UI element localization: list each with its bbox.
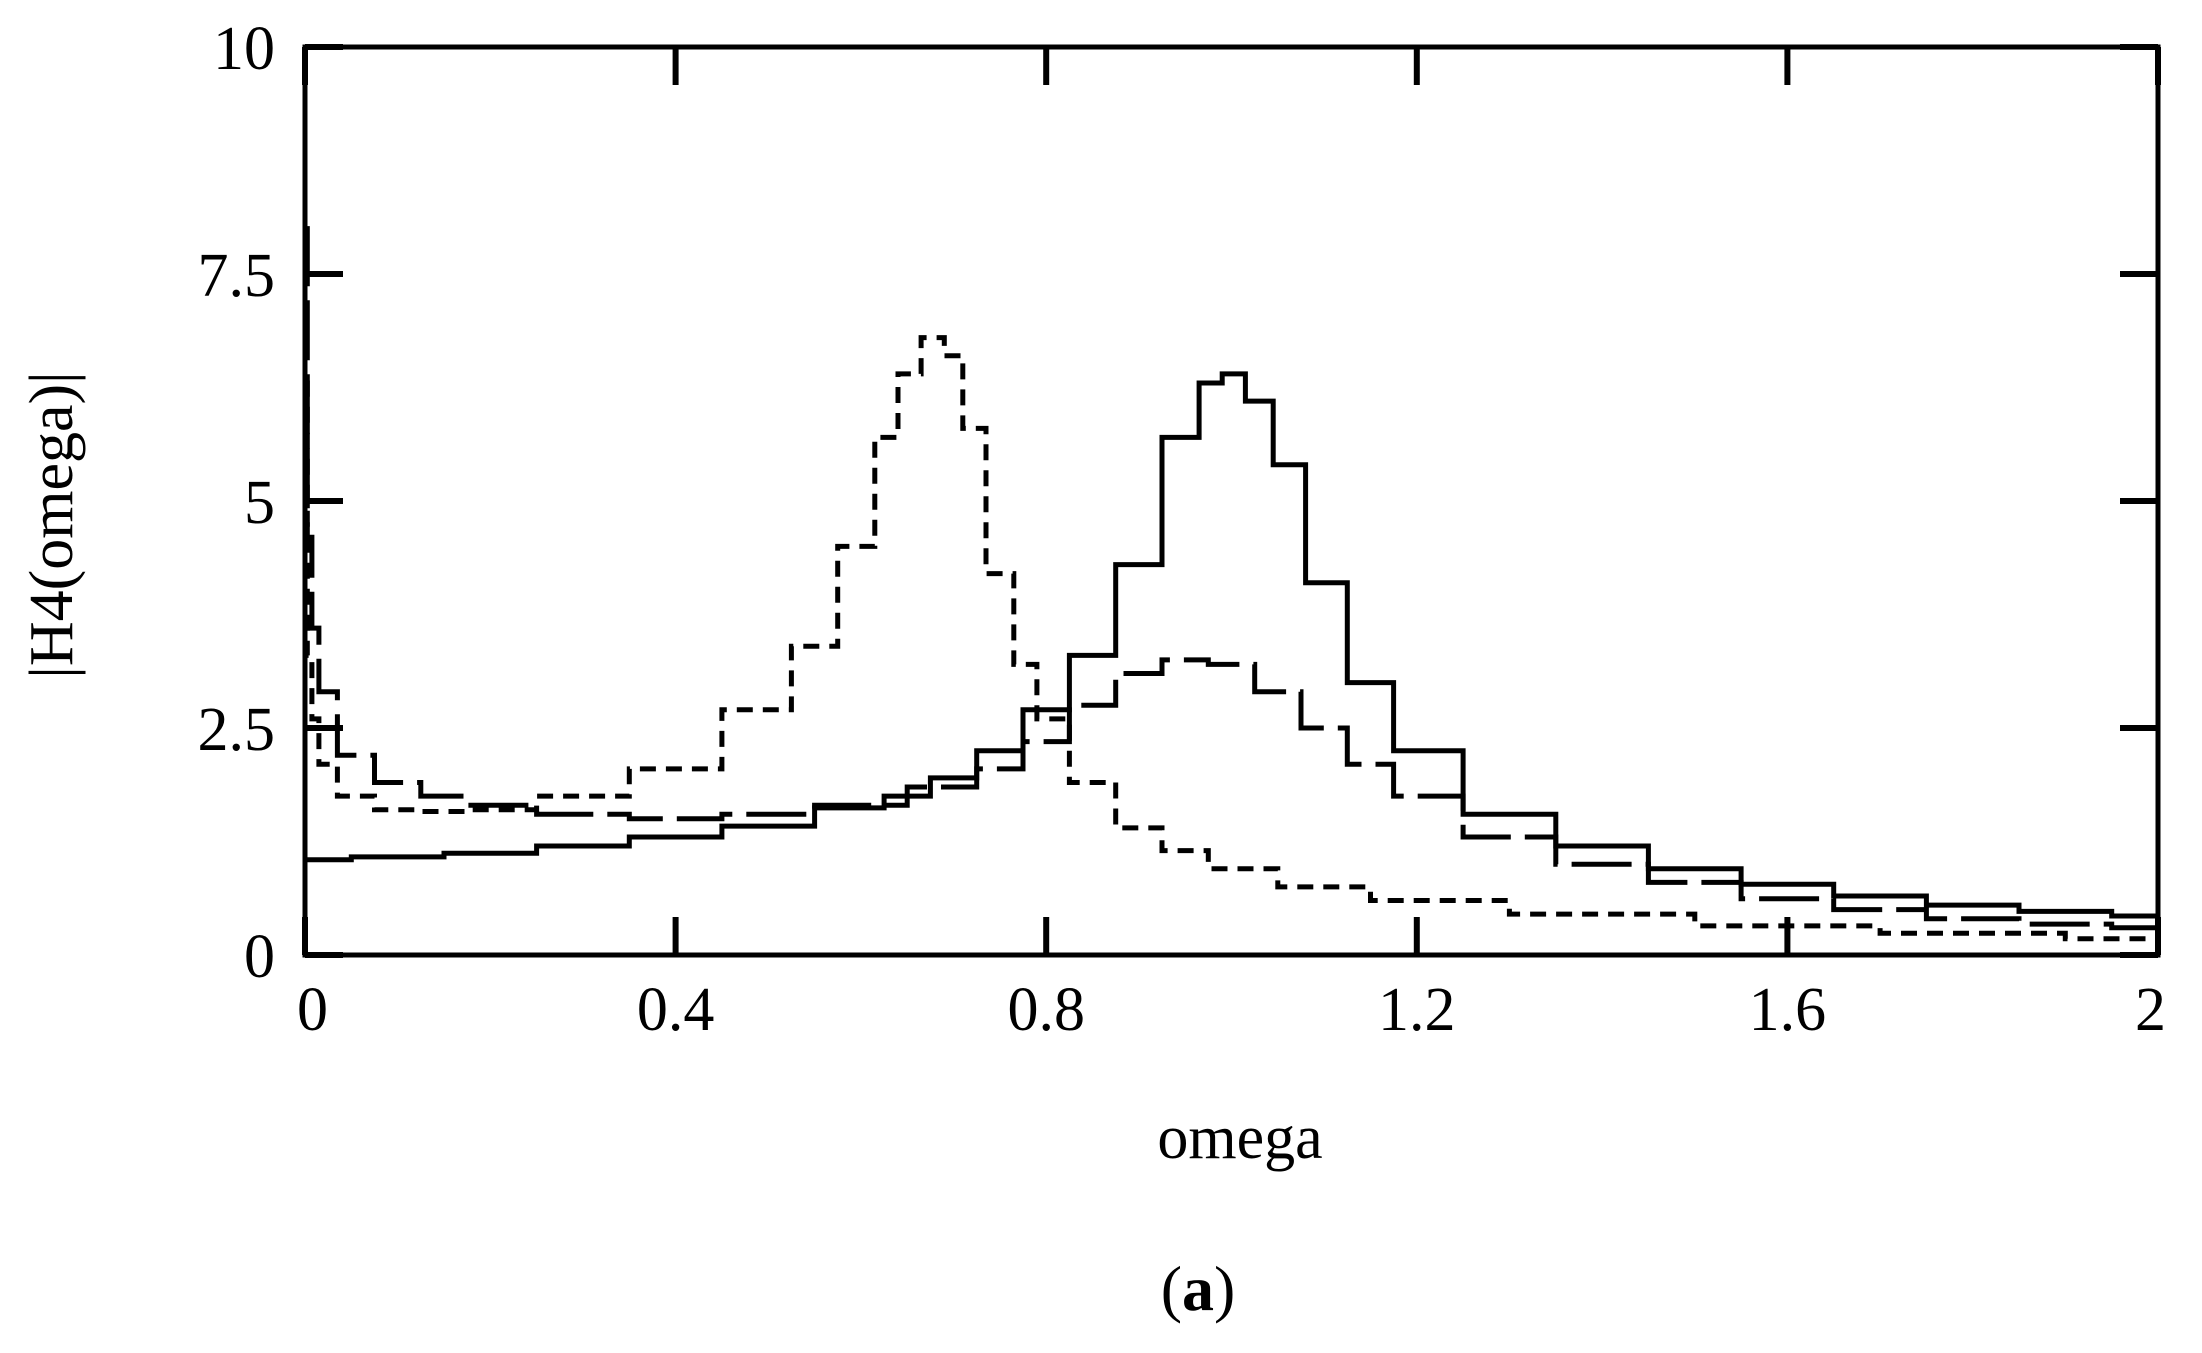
y-tick-label: 10: [213, 15, 275, 83]
x-tick-label: 0: [297, 976, 328, 1044]
series-line-short-dashed: [304, 335, 2158, 942]
x-tick-label: 2: [2135, 976, 2166, 1044]
series-layer: [304, 226, 2158, 942]
y-tick-label: 0: [244, 923, 275, 991]
axis-ticks: [302, 44, 2161, 958]
x-tick-label: 1.2: [1378, 976, 1456, 1044]
series-line-long-dashed: [304, 226, 2158, 931]
caption-close-paren: ): [1214, 1253, 1235, 1324]
x-tick-label: 0.8: [1007, 976, 1085, 1044]
plot-border: [302, 44, 2161, 958]
x-tick-label: 0.4: [637, 976, 715, 1044]
y-tick-label: 2.5: [198, 696, 276, 764]
x-axis-title: omega: [1157, 1104, 1322, 1172]
x-tick-label: 1.6: [1749, 976, 1827, 1044]
caption-letter: a: [1182, 1253, 1214, 1324]
y-axis-title: |H4(omega)|: [18, 371, 86, 678]
plot-frame: [302, 44, 2161, 958]
series-line-solid: [305, 371, 2158, 919]
y-tick-label: 5: [244, 469, 275, 537]
tick-labels: 0 0.4 0.8 1.2 1.6 2 0 2.5 5 7.5 10: [198, 15, 2167, 1044]
caption-open-paren: (: [1161, 1253, 1182, 1324]
y-tick-label: 7.5: [198, 242, 276, 310]
figure-caption: (a): [1161, 1253, 1236, 1324]
